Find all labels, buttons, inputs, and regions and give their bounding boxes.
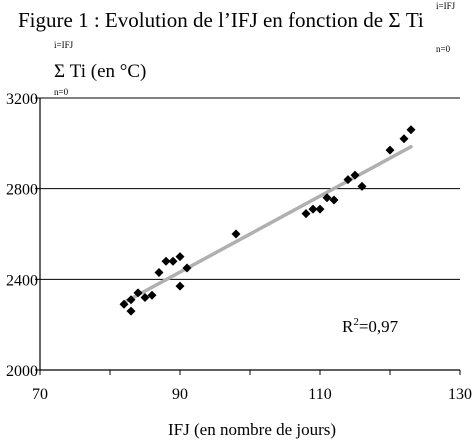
- title-sum-lower-bound: n=0: [436, 44, 451, 54]
- y-axis-label: Σ Ti (en °C): [54, 61, 147, 82]
- data-point-12: [231, 229, 241, 239]
- trendline: [122, 144, 413, 305]
- y-axis-sum-lower-bound: n=0: [54, 87, 69, 97]
- data-point-23: [406, 125, 416, 135]
- data-point-19: [350, 170, 360, 180]
- data-point-8: [168, 256, 178, 266]
- x-tick-label-110: 110: [308, 386, 331, 403]
- r-squared-value: =0,97: [359, 317, 399, 336]
- x-tick-label-90: 90: [172, 386, 188, 403]
- data-point-0: [119, 299, 129, 309]
- axes: [35, 97, 461, 375]
- y-tick-label-2800: 2800: [6, 182, 38, 199]
- title-sum-upper-bound: i=IFJ: [436, 1, 456, 11]
- data-point-11: [182, 263, 192, 273]
- data-point-14: [308, 204, 318, 214]
- data-point-9: [175, 252, 185, 262]
- data-point-4: [140, 292, 150, 302]
- r-squared-prefix: R: [342, 317, 354, 336]
- x-tick-label-130: 130: [448, 386, 472, 403]
- data-point-2: [126, 306, 136, 316]
- trendline-group: [122, 144, 413, 305]
- data-point-5: [147, 290, 157, 300]
- data-point-15: [315, 204, 325, 214]
- r-squared-exponent: 2: [353, 316, 359, 328]
- data-point-3: [133, 288, 143, 298]
- data-point-18: [343, 175, 353, 185]
- data-point-7: [161, 256, 171, 266]
- chart-title: Figure 1 : Evolution de l’IFJ en fonctio…: [18, 8, 424, 32]
- y-tick-label-2400: 2400: [6, 272, 38, 289]
- data-points: [119, 125, 416, 316]
- r-squared-label: R2=0,97: [342, 316, 399, 336]
- data-point-20: [357, 181, 367, 191]
- data-point-21: [385, 145, 395, 155]
- data-point-6: [154, 268, 164, 278]
- y-tick-label-2000: 2000: [6, 363, 38, 380]
- data-point-10: [175, 281, 185, 291]
- data-point-22: [399, 134, 409, 144]
- grid-lines: [40, 97, 460, 280]
- data-point-1: [126, 295, 136, 305]
- y-tick-label-3200: 3200: [6, 91, 38, 108]
- data-point-17: [329, 195, 339, 205]
- x-axis-label: IFJ (en nombre de jours): [168, 420, 337, 439]
- y-axis-sum-upper-bound: i=IFJ: [54, 40, 74, 50]
- data-point-16: [322, 193, 332, 203]
- annotation-group: R2=0,97: [342, 316, 399, 336]
- tick-labels: 2000 2400 2800 3200 70 90 110 130: [6, 91, 472, 403]
- x-tick-label-70: 70: [32, 386, 48, 403]
- data-point-13: [301, 209, 311, 219]
